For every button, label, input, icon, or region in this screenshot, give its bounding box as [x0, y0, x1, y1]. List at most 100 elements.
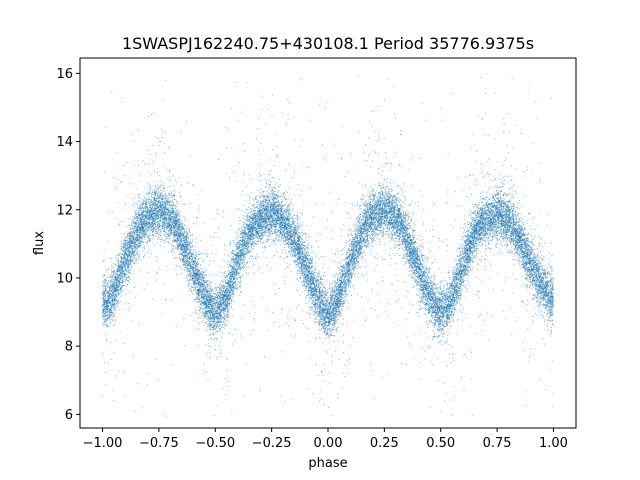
data-point — [440, 315, 441, 317]
data-point — [122, 239, 124, 241]
data-point — [381, 197, 383, 199]
data-point — [158, 195, 160, 197]
data-point — [179, 248, 181, 250]
data-point — [491, 215, 493, 217]
data-point — [274, 191, 276, 192]
data-point — [408, 256, 410, 257]
data-point — [474, 244, 476, 246]
data-point — [473, 227, 475, 229]
data-point — [201, 312, 203, 314]
data-point — [219, 341, 221, 343]
data-point — [187, 245, 189, 247]
data-point — [442, 307, 444, 308]
data-point — [415, 246, 417, 248]
data-point — [271, 223, 272, 225]
data-point — [294, 237, 296, 239]
data-point — [434, 293, 436, 295]
data-point — [548, 271, 550, 273]
data-point — [317, 304, 319, 306]
data-point — [225, 308, 227, 310]
data-point — [172, 245, 174, 246]
data-point — [541, 259, 543, 261]
data-point — [252, 222, 254, 224]
data-point — [463, 279, 465, 281]
data-point — [516, 252, 518, 254]
data-point — [204, 313, 206, 315]
data-point — [387, 213, 389, 215]
data-point — [224, 244, 225, 246]
data-point — [214, 301, 216, 303]
data-point — [274, 209, 275, 211]
data-point — [228, 283, 230, 285]
data-point — [207, 307, 209, 309]
data-point — [193, 283, 195, 285]
data-point — [322, 303, 324, 304]
data-point — [204, 300, 206, 302]
data-point — [512, 211, 514, 213]
data-point — [217, 298, 218, 300]
data-point — [331, 238, 333, 240]
data-point — [386, 224, 388, 226]
data-point — [439, 286, 441, 288]
data-point — [532, 218, 534, 220]
data-point — [226, 279, 228, 281]
data-point — [252, 227, 253, 229]
data-point — [376, 233, 378, 235]
data-point — [232, 240, 234, 242]
data-point — [262, 196, 264, 198]
data-point — [132, 245, 134, 247]
data-point — [378, 219, 379, 221]
data-point — [366, 214, 368, 216]
data-point — [521, 276, 523, 278]
data-point — [190, 261, 192, 263]
data-point — [533, 269, 535, 271]
data-point — [362, 256, 364, 258]
data-point — [194, 277, 196, 279]
data-point — [536, 264, 538, 266]
data-point — [481, 223, 483, 225]
data-point — [411, 218, 413, 220]
data-point — [511, 231, 513, 233]
data-point — [219, 287, 221, 289]
data-point — [114, 309, 116, 311]
data-point — [411, 275, 413, 277]
data-point — [405, 243, 407, 245]
data-point — [160, 239, 162, 241]
data-point — [301, 235, 303, 236]
data-point — [518, 228, 520, 230]
data-point — [424, 270, 425, 271]
data-point — [144, 163, 146, 165]
data-point — [528, 259, 529, 261]
data-point — [297, 230, 299, 232]
data-point — [449, 315, 451, 317]
data-point — [167, 234, 169, 236]
data-point — [315, 282, 317, 284]
data-point — [333, 326, 335, 328]
data-point — [216, 289, 218, 291]
data-point — [377, 224, 379, 225]
data-point — [491, 210, 492, 212]
data-point — [164, 231, 166, 233]
data-point — [229, 243, 231, 245]
data-point — [347, 285, 349, 287]
data-point — [489, 222, 491, 223]
data-point — [349, 269, 351, 271]
data-point — [457, 247, 459, 249]
data-point — [119, 281, 120, 283]
data-point — [202, 311, 204, 313]
data-point — [247, 226, 249, 228]
data-point — [317, 307, 319, 309]
data-point — [327, 307, 329, 309]
data-point — [544, 275, 546, 277]
data-point — [394, 224, 396, 226]
data-point — [252, 223, 254, 225]
data-point — [195, 266, 197, 268]
data-point — [371, 233, 373, 235]
data-point — [215, 310, 217, 312]
data-point — [236, 256, 238, 258]
data-point — [354, 229, 356, 231]
data-point — [467, 277, 469, 279]
data-point — [126, 258, 128, 260]
data-point — [114, 290, 115, 292]
data-point — [384, 211, 386, 213]
